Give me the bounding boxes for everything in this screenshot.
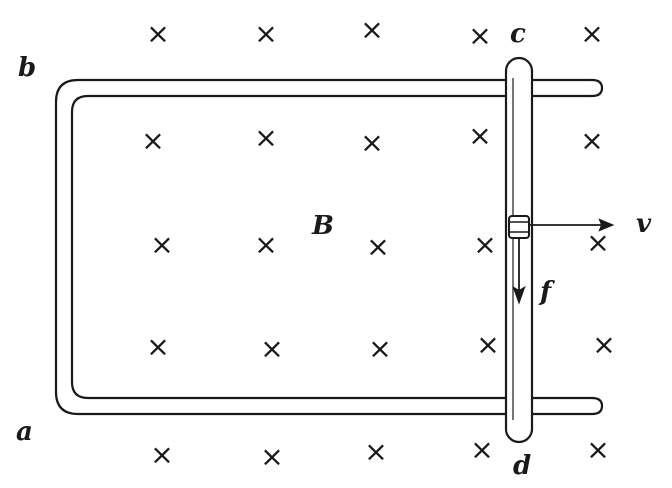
field-cross-mark: × [146,17,169,50]
velocity-arrow [529,218,615,232]
field-cross-mark: × [254,228,277,261]
label-b: b [18,53,36,83]
field-cross-mark: × [360,13,383,46]
field-cross-mark: × [592,328,615,361]
label-c: c [510,19,526,49]
force-arrow [512,238,526,305]
label-B: B [311,211,334,241]
field-cross-mark: × [476,328,499,361]
field-cross-mark: × [260,440,283,473]
charge-carrier-body [508,215,530,239]
field-cross-mark: × [580,124,603,157]
label-v: v [636,209,652,239]
rail-bottom-end-cap [590,396,604,416]
u-shaped-rail [54,78,604,416]
field-cross-mark: × [586,226,609,259]
field-cross-mark: × [473,228,496,261]
field-cross-mark: × [366,230,389,263]
rail-inner-path [70,94,594,400]
field-cross-mark: × [364,435,387,468]
field-cross-mark: × [254,121,277,154]
field-cross-mark: × [150,438,173,471]
field-cross-mark: × [146,330,169,363]
magnetic-field-crosses: × × × × × × × × × × × × × × × × × × × × × × × × × [141,13,615,473]
force-arrowhead [512,285,526,305]
field-cross-mark: × [470,433,493,466]
velocity-arrowhead [598,218,615,232]
field-cross-mark: × [254,17,277,50]
field-cross-mark: × [580,17,603,50]
field-cross-mark: × [586,433,609,466]
rail-outer-path [54,78,594,416]
rail-top-end-cap [590,78,604,98]
label-f: f [538,277,555,307]
field-cross-mark: × [150,228,173,261]
field-cross-mark: × [260,332,283,365]
charge-carrier [508,215,530,239]
field-cross-mark: × [368,332,391,365]
field-cross-mark: × [360,126,383,159]
field-cross-mark: × [468,119,491,152]
label-a: a [16,417,33,447]
label-d: d [513,451,531,481]
field-cross-mark: × [468,19,491,52]
field-cross-mark: × [141,124,164,157]
